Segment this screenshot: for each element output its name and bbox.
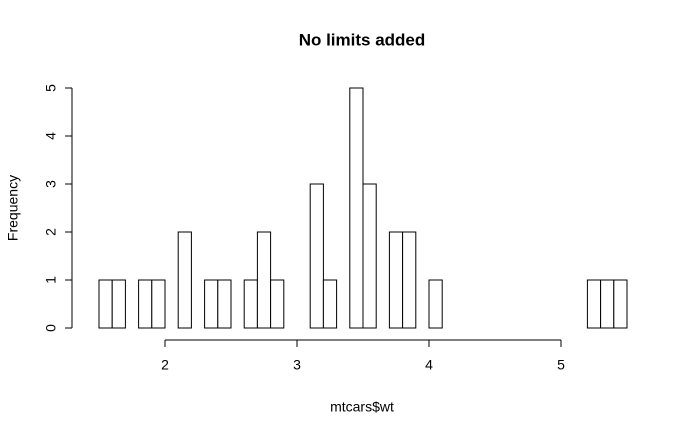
y-tick-label: 4: [43, 132, 59, 140]
bar: [243, 279, 258, 329]
bar: [428, 279, 443, 329]
bar: [322, 279, 338, 329]
bar: [217, 279, 232, 329]
x-tick-label: 3: [293, 357, 301, 373]
y-tick-label: 2: [43, 228, 59, 236]
y-tick-label: 0: [43, 324, 59, 332]
bar: [138, 279, 153, 329]
bar: [402, 231, 417, 329]
bar: [151, 279, 166, 329]
chart-title: No limits added: [299, 30, 426, 49]
bar: [270, 279, 285, 329]
bar: [388, 231, 404, 329]
bar: [586, 279, 602, 329]
x-tick-label: 5: [557, 357, 565, 373]
x-axis-label: mtcars$wt: [330, 399, 394, 415]
bar: [349, 87, 364, 329]
x-tick-label: 2: [161, 357, 169, 373]
y-tick-label: 5: [43, 84, 59, 92]
bar: [613, 279, 628, 329]
y-tick-label: 1: [43, 276, 59, 284]
bar: [600, 279, 615, 329]
bar: [111, 279, 126, 329]
bar: [309, 183, 324, 329]
bar: [98, 279, 113, 329]
y-tick-label: 3: [43, 180, 59, 188]
bar: [256, 231, 272, 329]
bar: [204, 279, 219, 329]
bar: [177, 231, 192, 329]
x-tick-label: 4: [425, 357, 433, 373]
y-axis-label: Frequency: [5, 175, 21, 241]
bar: [362, 183, 377, 329]
